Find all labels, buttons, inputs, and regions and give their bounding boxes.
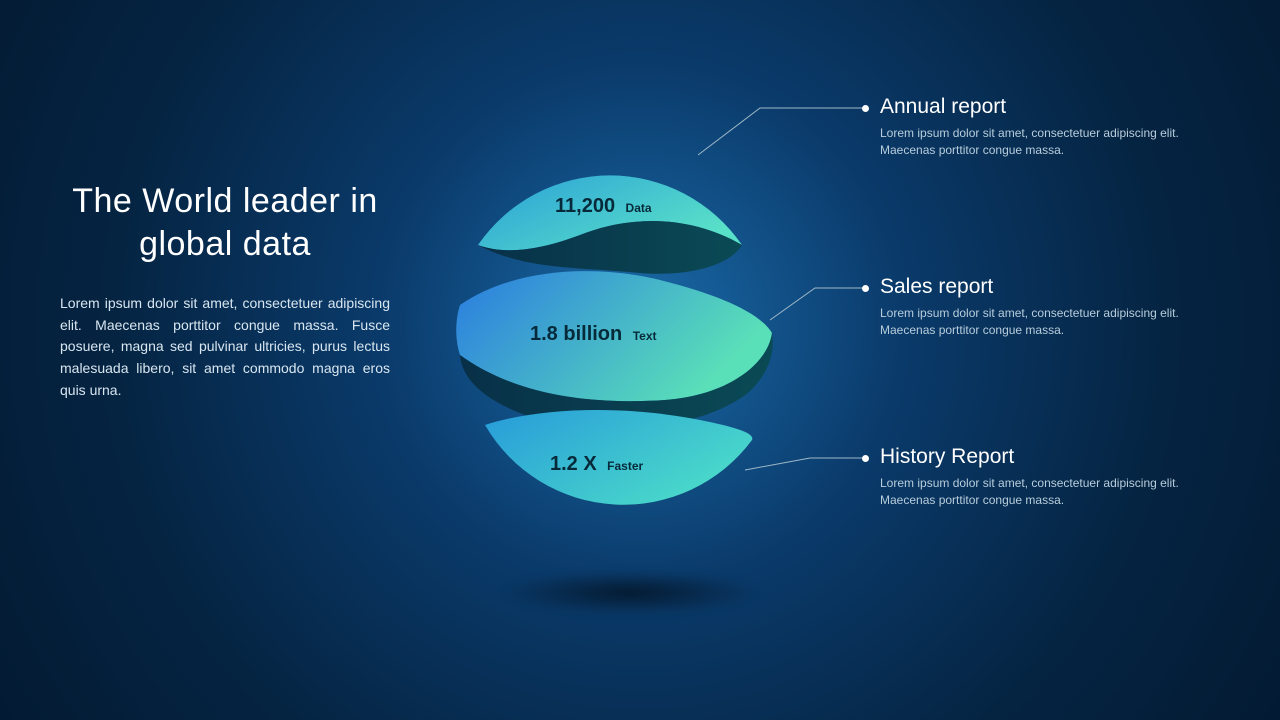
callout-desc: Lorem ipsum dolor sit amet, consectetuer… [880,305,1200,340]
segment-bottom-label: 1.2 X Faster [550,453,643,476]
sphere-segment-bottom [485,410,752,505]
sphere-segment-top [478,175,742,250]
segment-top-label: 11,200 Data [555,195,652,218]
segment-bottom-caption: Faster [607,459,643,473]
segment-bottom-value: 1.2 X [550,453,597,475]
sphere-shadow [500,570,760,615]
segment-middle-label: 1.8 billion Text [530,323,657,346]
segment-top-value: 11,200 [555,195,615,217]
segment-top-caption: Data [626,201,652,215]
sphere-infographic: 11,200 Data 1.8 billion Text 1.2 X Faste… [430,95,790,525]
body-copy: Lorem ipsum dolor sit amet, consectetuer… [60,293,390,401]
sphere-segment-top-under [478,221,742,274]
callout-title: History Report [880,445,1240,469]
segment-middle-value: 1.8 billion [530,323,622,345]
callout-annual-report: Annual report Lorem ipsum dolor sit amet… [880,95,1240,160]
callout-title: Sales report [880,275,1240,299]
headline: The World leader in global data [60,180,390,265]
callout-sales-report: Sales report Lorem ipsum dolor sit amet,… [880,275,1240,340]
callout-desc: Lorem ipsum dolor sit amet, consectetuer… [880,475,1200,510]
sphere-segment-middle-under [460,333,773,429]
left-panel: The World leader in global data Lorem ip… [60,180,390,401]
sphere-segment-middle [456,271,772,401]
segment-middle-caption: Text [633,329,657,343]
callout-desc: Lorem ipsum dolor sit amet, consectetuer… [880,125,1200,160]
callout-title: Annual report [880,95,1240,119]
callout-history-report: History Report Lorem ipsum dolor sit ame… [880,445,1240,510]
